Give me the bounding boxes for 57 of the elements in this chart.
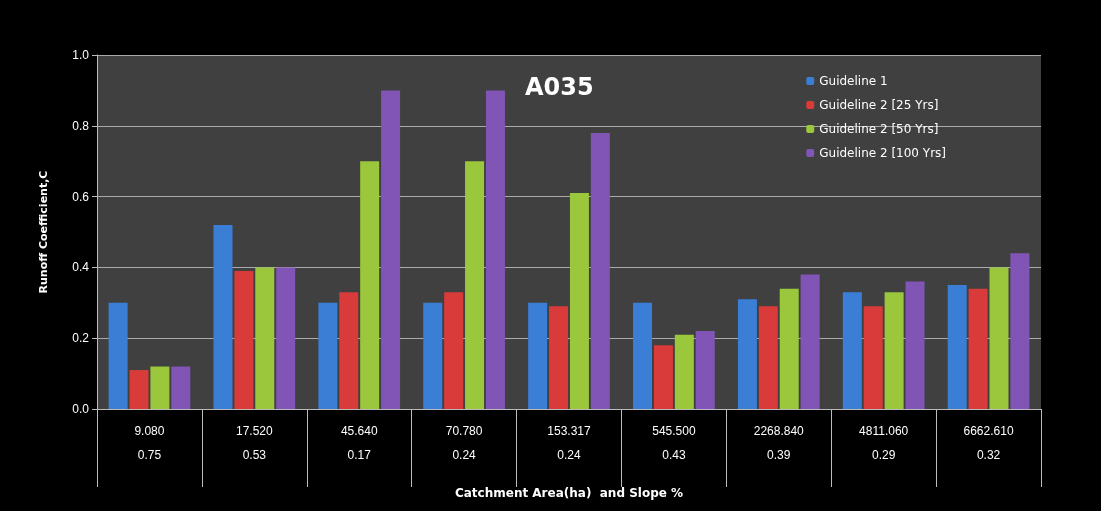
bar	[569, 193, 589, 409]
legend-label: Guideline 1	[819, 74, 888, 88]
x-tick-label: 2268.840 0.39	[753, 424, 805, 462]
bar	[213, 224, 233, 409]
x-tick-label: 6662.610 0.32	[963, 424, 1014, 462]
bar	[842, 292, 862, 409]
bar	[549, 306, 569, 409]
bar	[905, 281, 925, 409]
bar	[758, 306, 778, 409]
y-tick-label: 0.6	[72, 189, 90, 204]
legend-label: Guideline 2 [25 Yrs]	[819, 98, 939, 112]
bar	[989, 267, 1009, 409]
legend-label: Guideline 2 [100 Yrs]	[819, 146, 947, 160]
bar	[737, 299, 757, 409]
bar	[590, 132, 610, 409]
bar	[360, 161, 380, 409]
bar	[485, 90, 505, 409]
bar	[633, 302, 653, 409]
y-axis-title: Runoff Coefficient,C	[37, 170, 50, 294]
x-tick-label: 70.780 0.24	[445, 424, 483, 462]
x-tick-label: 45.640 0.17	[340, 424, 378, 462]
bar	[653, 345, 673, 409]
y-tick-label: 0.8	[72, 118, 90, 133]
bar	[318, 302, 338, 409]
bar	[276, 267, 296, 409]
bar	[800, 274, 820, 409]
bar	[863, 306, 883, 409]
y-tick-label: 0.0	[72, 402, 90, 416]
bar	[171, 366, 191, 409]
x-tick-label: 153.317 0.24	[547, 424, 592, 462]
x-tick-label: 545.500 0.43	[652, 424, 696, 462]
bar	[1010, 253, 1030, 409]
bar	[423, 302, 443, 409]
text: A035	[525, 73, 594, 101]
bar	[465, 161, 485, 409]
bar	[444, 292, 464, 409]
y-tick-label: 1.0	[72, 48, 90, 62]
bar	[674, 334, 694, 409]
bar	[968, 288, 988, 409]
bar	[381, 90, 401, 409]
bar	[129, 370, 149, 409]
bar	[255, 267, 275, 409]
x-tick-label: 9.080 0.75	[134, 424, 165, 462]
bar	[150, 366, 170, 409]
x-axis-title: Catchment Area(ha) and Slope %	[454, 486, 684, 500]
bar	[779, 288, 799, 409]
x-tick-label: 17.520 0.53	[235, 424, 274, 462]
bar	[884, 292, 904, 409]
bar	[108, 302, 128, 409]
y-tick-label: 0.4	[72, 260, 90, 275]
bar	[339, 292, 359, 409]
bar	[695, 331, 715, 409]
bar	[947, 285, 967, 409]
bar	[234, 270, 254, 409]
x-tick-label: 4811.060 0.29	[859, 424, 909, 462]
bar	[528, 302, 548, 409]
y-tick-label: 0.2	[72, 331, 90, 346]
